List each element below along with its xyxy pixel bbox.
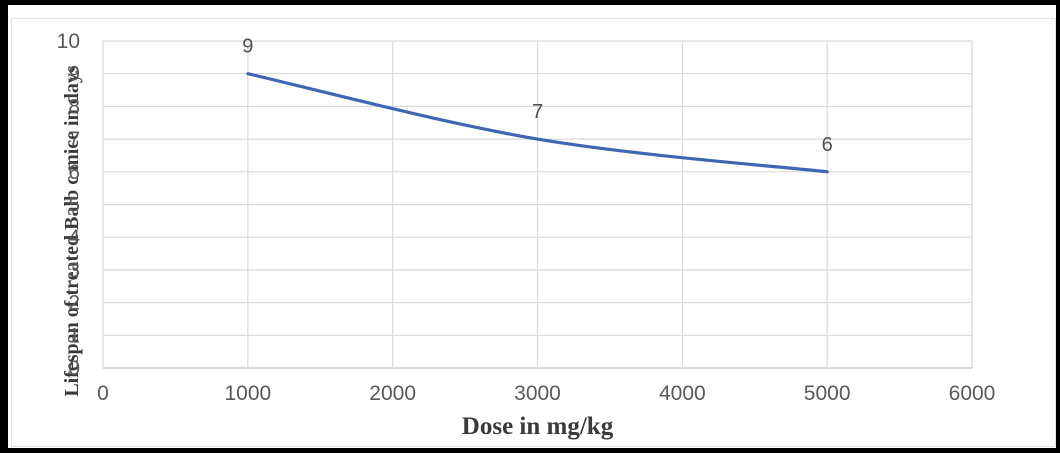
data-point-label: 9: [242, 36, 253, 58]
x-tick-label: 3000: [514, 382, 561, 405]
x-tick-label: 5000: [804, 382, 851, 405]
y-tick-label: 1: [68, 324, 80, 347]
x-tick-label: 4000: [659, 382, 706, 405]
y-tick-label: 6: [68, 161, 80, 184]
y-tick-label: 5: [68, 194, 80, 217]
y-tick-label: 4: [68, 226, 80, 249]
x-tick-label: 1000: [224, 382, 271, 405]
data-point-label: 6: [822, 134, 833, 156]
y-tick-label: 0: [68, 357, 80, 380]
y-tick-label: 2: [68, 292, 80, 315]
y-tick-label: 10: [57, 30, 80, 53]
x-tick-label: 2000: [369, 382, 416, 405]
x-axis-title: Dose in mg/kg: [461, 413, 614, 440]
y-tick-label: 3: [68, 259, 80, 282]
data-point-label: 7: [532, 101, 543, 123]
chart-area-border: [11, 18, 1056, 447]
y-tick-label: 9: [68, 63, 80, 86]
y-tick-label: 8: [68, 95, 80, 118]
series-line: [246, 72, 829, 174]
y-tick-label: 7: [68, 128, 80, 151]
x-tick-label: 6000: [949, 382, 996, 405]
x-tick-label: 0: [97, 382, 109, 405]
